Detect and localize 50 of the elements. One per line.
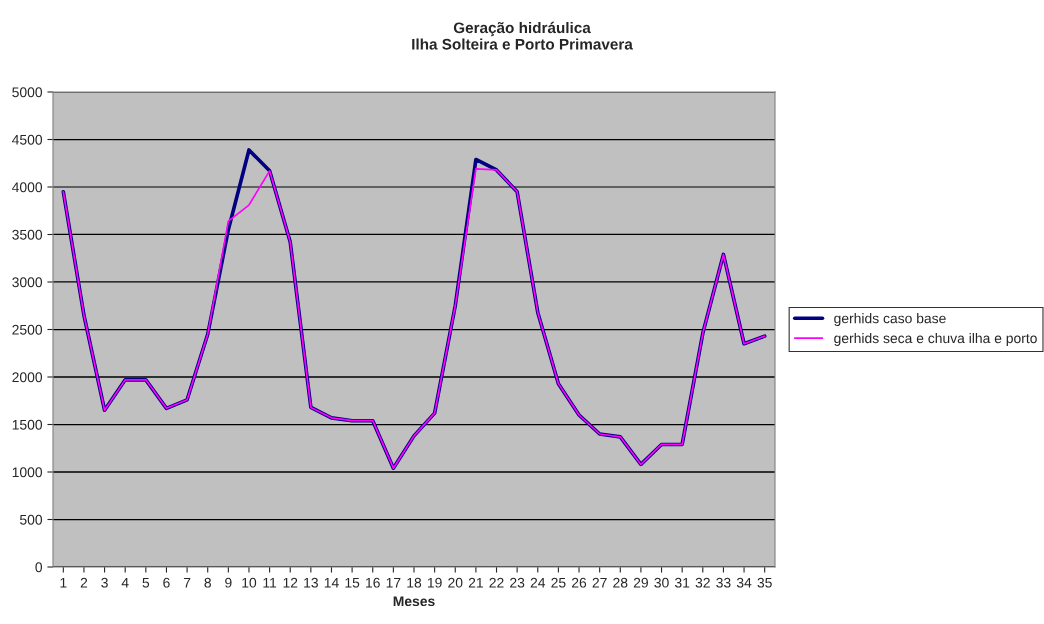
y-tick-label: 1500 xyxy=(12,419,43,430)
y-tick-label: 4000 xyxy=(12,182,43,193)
chart-title: Geração hidráulica Ilha Solteira e Porto Primavera xyxy=(412,21,633,50)
x-tick-label: 20 xyxy=(448,577,463,588)
legend-label: gerhids caso base xyxy=(834,313,946,327)
x-tick-label: 31 xyxy=(674,577,690,588)
x-tick-label: 26 xyxy=(572,577,587,588)
x-tick-label: 34 xyxy=(736,577,752,588)
x-tick-label: 22 xyxy=(489,577,504,588)
y-tick-label: 2500 xyxy=(12,324,43,335)
x-tick-label: 18 xyxy=(407,577,422,588)
x-tick-label: 12 xyxy=(283,577,298,588)
y-tick-label: 4500 xyxy=(12,134,43,145)
x-tick-label: 10 xyxy=(242,577,257,588)
x-tick-label: 30 xyxy=(654,577,669,588)
x-tick-label: 13 xyxy=(304,577,318,588)
x-tick-label: 4 xyxy=(121,577,129,588)
x-tick-label: 17 xyxy=(386,577,401,588)
x-tick-label: 23 xyxy=(510,577,525,588)
x-tick-label: 32 xyxy=(695,577,710,588)
x-tick-label: 35 xyxy=(757,577,772,588)
x-tick-label: 27 xyxy=(592,577,607,588)
legend-label: gerhids seca e chuva ilha e porto xyxy=(834,332,1037,346)
x-tick-label: 16 xyxy=(366,577,380,588)
y-tick-label: 5000 xyxy=(12,87,43,98)
x-tick-label: 14 xyxy=(324,577,339,588)
x-tick-label: 6 xyxy=(163,577,170,588)
y-tick-label: 1000 xyxy=(12,467,43,478)
x-tick-label: 21 xyxy=(468,577,483,588)
x-tick-label: 33 xyxy=(716,577,731,588)
x-tick-label: 7 xyxy=(183,577,191,588)
x-tick-label: 9 xyxy=(225,577,232,588)
x-tick-label: 2 xyxy=(80,577,88,588)
y-tick-label: 0 xyxy=(35,562,43,573)
x-tick-label: 5 xyxy=(142,577,150,588)
x-tick-label: 11 xyxy=(263,577,277,588)
x-tick-label: 8 xyxy=(204,577,211,588)
x-axis-title: Meses xyxy=(393,596,435,607)
x-tick-label: 3 xyxy=(101,577,108,588)
y-tick-label: 3000 xyxy=(12,277,43,288)
y-tick-label: 2000 xyxy=(12,372,43,383)
x-tick-label: 29 xyxy=(633,577,648,588)
y-tick-label: 500 xyxy=(19,514,43,525)
x-tick-label: 28 xyxy=(613,577,628,588)
x-tick-label: 24 xyxy=(530,577,546,588)
x-tick-label: 25 xyxy=(551,577,566,588)
x-tick-label: 15 xyxy=(345,577,360,588)
x-tick-label: 19 xyxy=(427,577,442,588)
y-tick-label: 3500 xyxy=(12,229,43,240)
x-tick-label: 1 xyxy=(60,577,67,588)
